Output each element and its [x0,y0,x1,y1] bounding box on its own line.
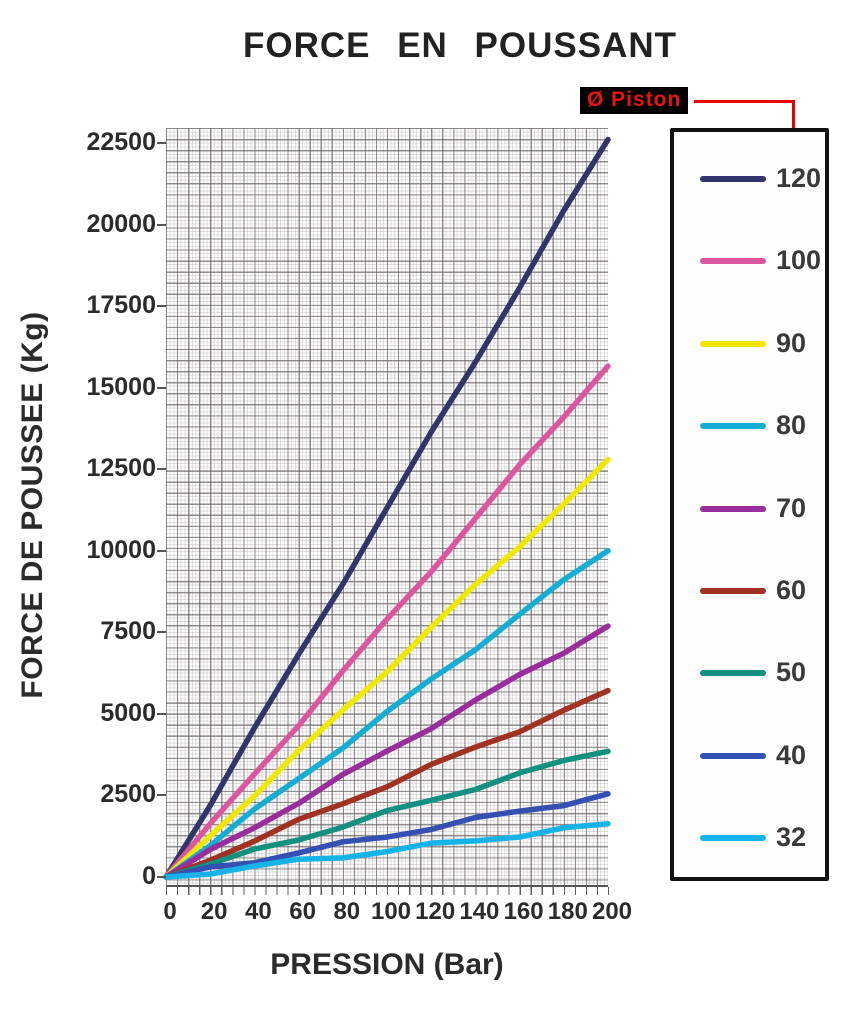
x-tick-label: 80 [333,898,361,925]
legend-swatch [700,340,766,347]
x-tick-label: 180 [547,898,588,925]
legend-label: 100 [776,245,822,276]
y-tick-mark [157,712,166,715]
series-line-100 [163,363,611,880]
legend-swatch [700,835,766,842]
legend-swatch [700,258,766,265]
series-line-70 [163,623,611,880]
y-tick-mark [157,468,166,471]
y-tick-label: 10000 [86,535,156,564]
y-tick-label: 5000 [100,698,156,727]
plot-area [163,128,611,887]
legend-label: 120 [776,163,822,193]
y-tick-mark [157,549,166,552]
series-line-60 [163,687,611,880]
x-tick-label: 60 [289,898,316,925]
y-tick-mark [157,305,166,308]
legend-label: 32 [776,822,807,853]
series-line-80 [163,547,611,880]
legend-swatch [700,752,766,759]
x-tick-label: 0 [163,898,177,925]
y-tick-label: 7500 [100,617,156,646]
y-tick-mark [157,794,166,797]
legend-box: 120 100 90 80 70 60 50 40 32 [670,128,829,881]
y-tick-label: 0 [142,862,156,890]
y-tick-label: 12500 [86,454,156,483]
red-callout-line-horizontal [694,100,794,103]
y-tick-label: 22500 [86,128,156,156]
series-line-50 [163,748,611,880]
series-line-32 [163,821,611,880]
legend-swatch [700,176,766,182]
series-line-120 [163,136,611,880]
series-line-40 [163,791,611,880]
legend-label: 40 [776,739,807,770]
y-tick-label: 20000 [86,209,156,238]
legend-swatch [700,505,766,512]
x-tick-label: 140 [459,898,500,925]
x-tick-label: 120 [415,898,456,925]
series-line-90 [163,456,611,880]
legend-swatch [700,670,766,677]
x-tick-label: 20 [200,898,228,925]
legend-label: 50 [776,657,807,688]
legend-label: 70 [776,492,807,523]
legend-title-piston-diameter: Ø Piston [580,87,689,114]
y-tick-mark [157,876,166,878]
x-axis-tick-strip [166,887,610,895]
legend-label: 80 [776,410,807,441]
y-tick-label: 17500 [86,291,156,320]
x-tick-label: 100 [370,898,412,925]
y-tick-mark [157,142,166,144]
series-lines-canvas [163,136,611,880]
x-tick-label: 200 [591,898,633,925]
x-tick-label: 40 [245,898,272,925]
y-tick-mark [157,223,166,226]
y-tick-mark [157,386,166,389]
x-tick-label: 160 [503,898,544,925]
chart-title: FORCE EN POUSSANT [242,26,678,65]
red-callout-line-vertical [792,100,795,153]
legend-swatch [700,423,766,430]
y-tick-label: 15000 [86,372,156,401]
legend-swatch [700,588,766,594]
legend-label: 90 [776,327,807,358]
y-tick-mark [157,631,166,634]
legend-label: 60 [776,575,807,605]
x-axis-title: PRESSION (Bar) [270,948,504,981]
y-tick-label: 2500 [100,780,156,809]
